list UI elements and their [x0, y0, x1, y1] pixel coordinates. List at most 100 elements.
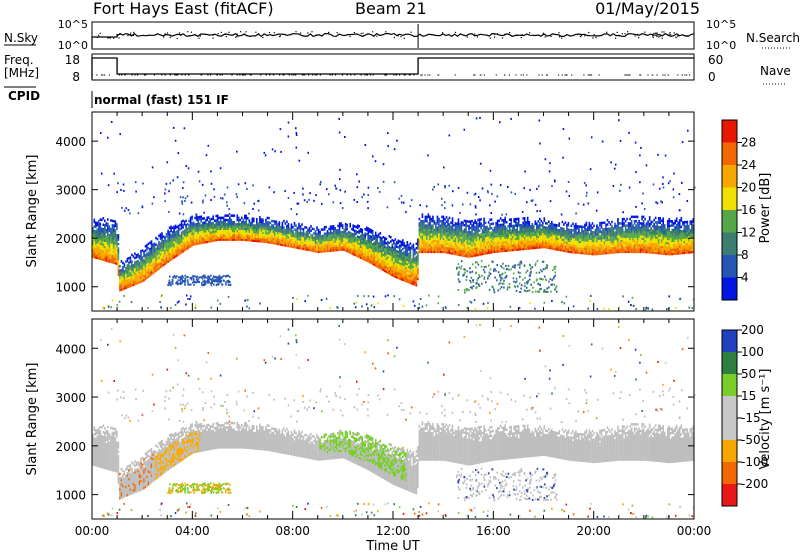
- power-cell: [209, 229, 211, 232]
- power-cell: [375, 258, 377, 261]
- power-cell: [367, 240, 369, 243]
- power-cell: [228, 236, 230, 239]
- power-cell: [95, 230, 97, 233]
- power-cell: [438, 244, 440, 247]
- power-cell: [548, 238, 550, 241]
- power-cell: [342, 233, 344, 236]
- power-cell: [303, 232, 305, 235]
- power-cell: [473, 224, 475, 227]
- power-cell: [333, 247, 335, 250]
- power-cell: [116, 262, 118, 265]
- power-cell: [565, 237, 567, 240]
- power-cell: [319, 231, 321, 234]
- power-cell: [595, 238, 597, 241]
- power-cell: [428, 231, 430, 234]
- power-cell: [396, 241, 398, 244]
- power-cell: [160, 244, 162, 247]
- power-cell: [211, 222, 213, 225]
- power-cell: [172, 249, 174, 252]
- power-cell: [539, 237, 541, 240]
- power-cell: [215, 219, 217, 222]
- power-cell: [103, 232, 105, 235]
- power-cell: [137, 256, 139, 259]
- power-cell: [98, 229, 100, 232]
- power-cell: [626, 235, 628, 238]
- power-cell: [306, 246, 308, 249]
- power-cell: [583, 232, 585, 235]
- power-cell: [113, 253, 115, 256]
- power-cell: [581, 234, 583, 237]
- power-cell: [265, 234, 267, 237]
- power-cell: [613, 240, 615, 243]
- power-cell: [604, 248, 606, 251]
- power-cell: [357, 253, 359, 256]
- power-cell: [298, 234, 300, 237]
- power-cell: [182, 248, 184, 251]
- power-cell: [610, 243, 612, 246]
- nsearch-point: [606, 32, 607, 33]
- power-cell: [142, 276, 144, 279]
- power-cell: [190, 234, 192, 237]
- power-cell: [426, 251, 428, 254]
- power-cell: [565, 245, 567, 248]
- power-cell: [485, 233, 487, 236]
- power-cell: [623, 248, 625, 251]
- power-cell: [495, 226, 497, 229]
- nave-tick-top: 60: [708, 53, 723, 67]
- power-cell: [626, 218, 628, 221]
- power-cell: [616, 238, 618, 241]
- power-cell: [197, 216, 199, 219]
- power-cell: [419, 251, 421, 254]
- power-cell: [226, 230, 228, 233]
- power-cell: [134, 261, 136, 264]
- power-cell: [163, 257, 165, 260]
- power-cell: [322, 244, 324, 247]
- power-cell: [339, 222, 341, 225]
- power-cell: [124, 281, 126, 284]
- power-cell: [327, 245, 329, 248]
- power-cell: [626, 224, 628, 227]
- power-cell: [337, 238, 339, 241]
- power-cell: [179, 248, 181, 251]
- power-cell: [620, 227, 622, 230]
- power-cell: [384, 265, 386, 268]
- power-cell: [357, 224, 359, 227]
- power-cell: [375, 232, 377, 235]
- power-cell: [143, 251, 145, 254]
- power-cell: [622, 231, 624, 234]
- power-cell: [190, 217, 192, 220]
- power-cell: [331, 243, 333, 246]
- nsearch-point: [385, 31, 386, 32]
- nsearch-point: [588, 32, 589, 33]
- power-cell: [203, 222, 205, 225]
- power-cell: [408, 244, 410, 247]
- power-cell: [524, 226, 526, 229]
- power-cell: [112, 224, 114, 227]
- power-cell: [247, 239, 249, 242]
- power-cell: [446, 225, 448, 228]
- power-cell: [384, 254, 386, 256]
- power-cell: [404, 244, 406, 247]
- power-cell: [390, 258, 392, 261]
- power-cell: [491, 234, 493, 237]
- power-cell: [167, 241, 169, 244]
- power-cell: [422, 229, 424, 232]
- power-cell: [161, 261, 163, 264]
- power-cell: [432, 244, 434, 247]
- power-cell: [383, 245, 385, 248]
- power-cell: [101, 252, 103, 255]
- power-cell: [574, 236, 576, 239]
- nave-point: [125, 75, 126, 76]
- power-cell: [464, 233, 466, 236]
- power-cell: [372, 260, 374, 263]
- power-cell: [209, 218, 211, 221]
- power-cell: [544, 237, 546, 240]
- power-cell: [432, 233, 434, 236]
- power-cell: [107, 238, 109, 241]
- power-cell: [110, 254, 112, 257]
- power-cell: [408, 270, 410, 273]
- power-cell: [426, 240, 428, 243]
- power-cell: [616, 229, 618, 232]
- power-cell: [423, 222, 425, 225]
- power-cell: [97, 239, 99, 242]
